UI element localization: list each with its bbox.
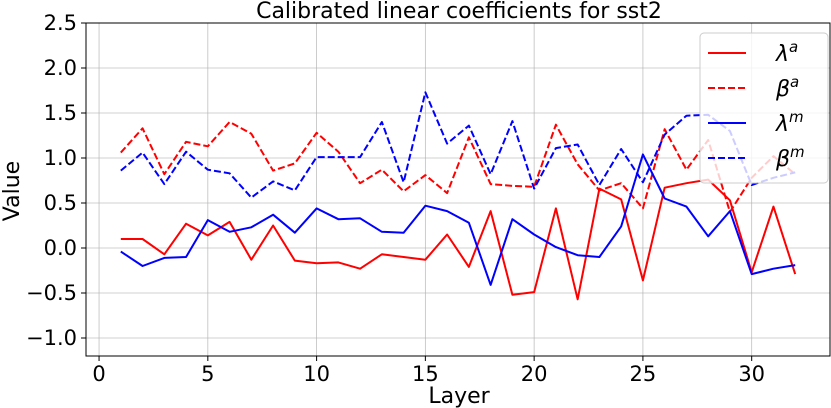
x-tick-label: 0 (92, 362, 105, 386)
x-tick-label: 20 (521, 362, 548, 386)
legend-superscript: a (790, 73, 799, 91)
legend-label: βa (775, 73, 799, 102)
legend-superscript: m (790, 143, 805, 161)
plot-frame (85, 22, 831, 357)
series-line-β-m (120, 91, 796, 199)
y-tick-label: 0.0 (44, 236, 77, 260)
y-tick-label: 2.0 (44, 56, 77, 80)
y-tick-label: −1.0 (26, 326, 77, 350)
legend-box (699, 32, 829, 184)
legend-symbol: β (775, 147, 790, 172)
y-axis-ticks: −1.0 −0.5 0.0 0.5 1.0 1.5 2.0 2.5 (26, 11, 86, 350)
x-axis-label: Layer (428, 384, 490, 408)
series-line-β-a (120, 121, 796, 213)
y-tick-label: 2.5 (44, 11, 77, 35)
y-axis-label: Value (0, 161, 25, 221)
y-tick-label: 0.5 (44, 191, 77, 215)
x-tick-label: 25 (630, 362, 657, 386)
series-line-λ-m (120, 153, 796, 286)
series-line-λ-a (120, 178, 797, 301)
x-tick-label: 15 (412, 362, 439, 386)
x-axis-ticks: 0 5 10 15 20 25 30 (92, 356, 765, 386)
y-tick-label: 1.0 (44, 146, 77, 170)
legend-superscript: a (789, 38, 798, 56)
legend-label: βm (775, 143, 805, 172)
chart-title: Calibrated linear coefficients for sst2 (256, 0, 662, 24)
legend-symbol: λ (775, 112, 789, 137)
legend-label: λa (775, 38, 798, 67)
y-tick-label: 1.5 (44, 101, 77, 125)
x-tick-label: 10 (303, 362, 330, 386)
series-group (120, 91, 797, 301)
legend-superscript: m (789, 108, 804, 126)
x-tick-label: 30 (738, 362, 765, 386)
legend-symbol: β (775, 77, 790, 102)
legend-label: λm (775, 108, 804, 137)
legend-symbol: λ (775, 42, 789, 67)
x-tick-label: 5 (201, 362, 214, 386)
y-tick-label: −0.5 (26, 281, 77, 305)
